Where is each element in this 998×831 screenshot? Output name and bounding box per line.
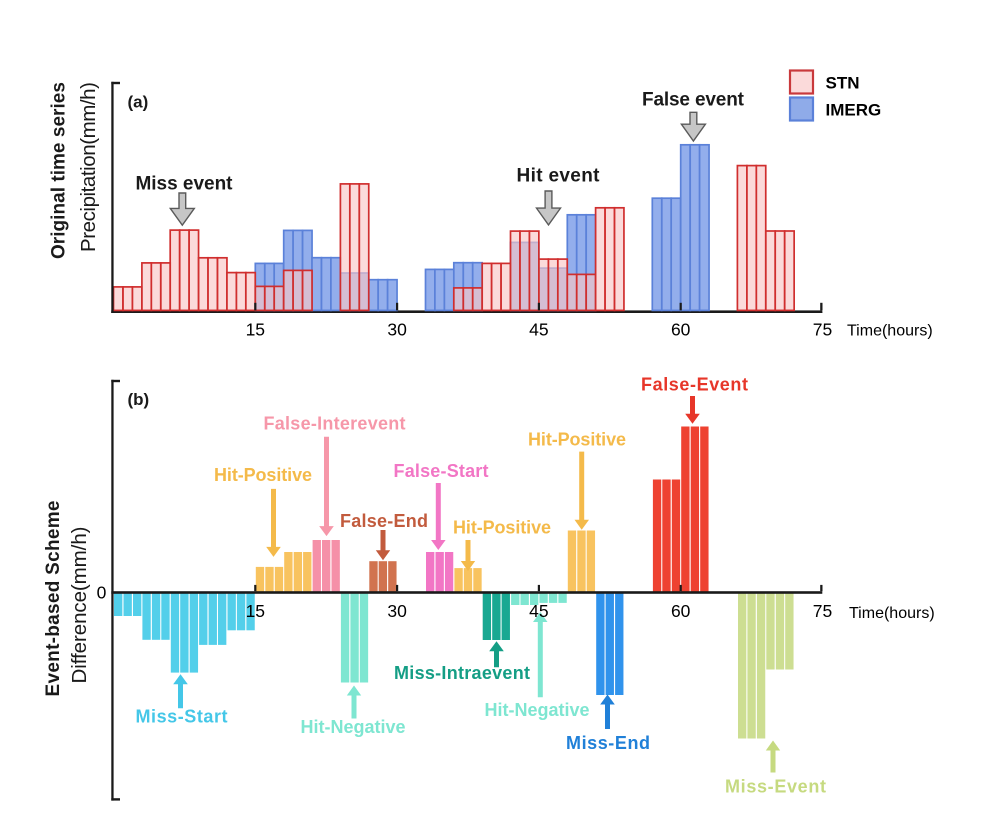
svg-text:False event: False event [642,90,745,111]
svg-text:Hit-Negative: Hit-Negative [485,700,590,720]
svg-text:(b): (b) [128,390,150,409]
svg-text:False-End: False-End [340,511,428,531]
svg-text:30: 30 [387,601,407,621]
svg-text:Miss event: Miss event [136,174,234,195]
svg-text:Hit-Positive: Hit-Positive [453,518,551,538]
svg-text:15: 15 [246,601,265,621]
svg-text:IMERG: IMERG [826,101,882,120]
svg-text:Miss-End: Miss-End [566,733,650,753]
svg-text:45: 45 [529,601,548,621]
svg-text:60: 60 [671,320,691,340]
svg-text:Time(hours): Time(hours) [849,605,935,622]
svg-text:False-Interevent: False-Interevent [264,414,406,434]
svg-text:Difference(mm/h): Difference(mm/h) [68,527,91,684]
svg-text:Miss-Intraevent: Miss-Intraevent [394,663,530,683]
svg-text:75: 75 [813,320,832,340]
svg-text:Hit-Negative: Hit-Negative [301,717,406,737]
svg-text:30: 30 [387,320,407,340]
svg-text:0: 0 [97,583,107,603]
svg-text:45: 45 [529,320,548,340]
svg-text:Miss-Event: Miss-Event [725,777,826,797]
svg-text:Hit-Positive: Hit-Positive [214,465,312,485]
svg-text:False-Event: False-Event [641,375,748,395]
svg-text:60: 60 [671,601,691,621]
svg-text:False-Start: False-Start [394,461,489,481]
svg-text:Hit event: Hit event [517,166,601,187]
svg-text:Miss-Start: Miss-Start [136,707,228,727]
svg-text:STN: STN [826,74,860,93]
svg-text:Event-based Scheme: Event-based Scheme [43,501,64,697]
svg-text:Hit-Positive: Hit-Positive [528,430,626,450]
svg-text:15: 15 [246,320,265,340]
svg-text:Time(hours): Time(hours) [847,323,933,340]
svg-text:75: 75 [813,601,832,621]
svg-text:Original time series: Original time series [49,82,70,259]
svg-text:Precipitation(mm/h): Precipitation(mm/h) [77,82,100,252]
svg-text:(a): (a) [128,93,149,112]
